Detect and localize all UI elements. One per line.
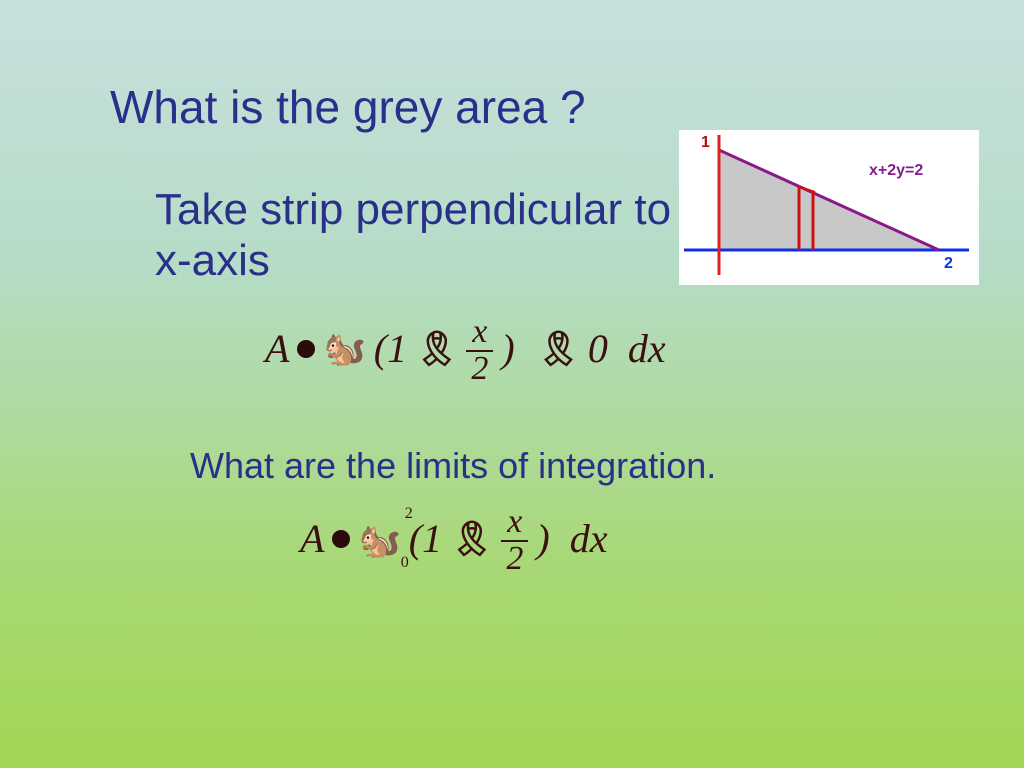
formula1-dx: dx	[628, 325, 666, 372]
question2-text: What are the limits of integration.	[190, 445, 716, 487]
diagram-svg: 1 2 x+2y=2	[679, 130, 979, 285]
frac-num: x	[466, 317, 493, 352]
equals-bullet2-icon	[332, 530, 350, 548]
formula1-close: )	[501, 325, 514, 372]
integral-glyph-icon: 🐿️	[323, 329, 365, 369]
frac-den: 2	[471, 352, 488, 385]
triangle-diagram: 1 2 x+2y=2	[679, 130, 979, 285]
minus-ribbon2-icon: 🎗	[537, 329, 580, 369]
int-upper: 2	[405, 505, 413, 523]
formula2-close: )	[536, 515, 549, 562]
formula1-zero: 0	[588, 325, 608, 372]
formula2-dx: dx	[570, 515, 608, 562]
svg-text:x+2y=2: x+2y=2	[869, 162, 923, 179]
svg-text:1: 1	[701, 134, 710, 151]
svg-text:2: 2	[944, 255, 953, 272]
title-text: What is the grey area ?	[110, 80, 586, 134]
integral2-glyph-icon: 🐿️	[358, 523, 400, 560]
formula1-var: A	[265, 325, 289, 372]
formula1-fraction: x 2	[466, 317, 493, 384]
integral-with-limits: 🐿️ 2 0	[358, 515, 400, 562]
minus-ribbon3-icon: 🎗	[450, 519, 493, 559]
formula-2: A 🐿️ 2 0 (1 🎗 x 2 ) dx	[300, 505, 607, 572]
equals-bullet-icon	[297, 340, 315, 358]
formula2-open: (1	[409, 515, 442, 562]
frac2-den: 2	[506, 542, 523, 575]
formula2-fraction: x 2	[501, 507, 528, 574]
int-lower: 0	[401, 554, 409, 572]
formula-1: A 🐿️ (1 🎗 x 2 ) 🎗 0 dx	[265, 315, 666, 382]
minus-ribbon-icon: 🎗	[415, 329, 458, 369]
formula2-var: A	[300, 515, 324, 562]
subtitle-text: Take strip perpendicular to x-axis	[155, 185, 675, 286]
frac2-num: x	[501, 507, 528, 542]
formula1-open: (1	[374, 325, 407, 372]
